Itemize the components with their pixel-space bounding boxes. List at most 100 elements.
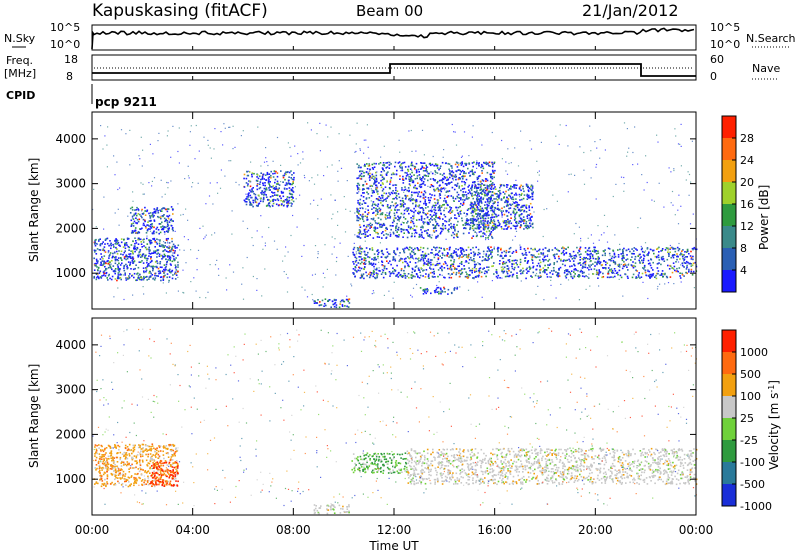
echo-cell [154,252,157,254]
echo-cell [337,224,339,226]
echo-cell [482,210,485,213]
echo-cell [265,194,267,196]
echo-cell [397,272,400,274]
echo-cell [450,208,452,210]
echo-cell [412,222,415,225]
echo-cell [379,174,382,176]
echo-cell [547,264,549,266]
echo-cell [542,258,544,261]
echo-cell [508,221,510,223]
echo-cell [657,256,660,259]
echo-cell [434,201,436,204]
echo-cell [366,213,369,216]
echo-cell [595,198,597,200]
echo-cell [584,260,586,263]
echo-cell [131,217,134,219]
echo-cell [334,301,337,304]
echo-cell [364,211,366,213]
echo-cell [442,204,444,206]
echo-cell [578,254,581,256]
echo-cell [338,306,341,309]
echo-cell [404,218,407,220]
echo-cell [435,216,437,219]
echo-cell [475,209,477,211]
echo-cell [381,252,384,255]
echo-cell [148,246,150,249]
echo-cell [398,209,400,211]
echo-cell [641,174,643,176]
echo-cell [420,162,422,164]
echo-cell [484,259,486,261]
echo-cell [422,207,424,210]
echo-cell [357,262,360,264]
echo-cell [404,203,406,205]
echo-cell [577,262,580,265]
echo-cell [669,247,672,249]
echo-cell [451,177,454,180]
echo-cell [547,260,549,262]
echo-cell [474,186,476,188]
echo-cell [412,198,414,200]
echo-cell [174,271,177,274]
echo-cell [464,191,467,193]
echo-cell [370,200,372,202]
echo-cell [158,272,160,275]
echo-cell [437,254,439,257]
echo-cell [411,164,414,167]
echo-cell [514,208,517,211]
echo-cell [142,239,144,241]
echo-cell [304,177,306,179]
echo-cell [491,221,494,224]
echo-cell [363,277,365,280]
echo-cell [399,175,401,177]
echo-cell [362,218,364,221]
echo-cell [614,275,616,278]
echo-cell [460,162,462,164]
echo-cell [662,255,664,258]
echo-cell [535,293,537,295]
echo-cell [462,195,465,198]
echo-cell [411,220,414,223]
echo-cell [406,195,409,197]
echo-cell [368,176,371,179]
nsky-tick-bottom: 10^0 [50,38,80,51]
echo-cell [473,278,475,280]
echo-cell [519,258,522,261]
echo-cell [466,209,469,211]
echo-cell [446,203,449,206]
echo-cell [618,278,620,280]
echo-cell [159,216,162,218]
echo-cell [367,205,369,207]
echo-cell [614,234,616,236]
echo-cell [478,274,480,277]
echo-cell [433,194,436,197]
echo-cell [439,273,441,276]
echo-cell [597,277,599,279]
echo-cell [568,271,570,273]
echo-cell [499,277,501,279]
echo-cell [599,139,601,141]
echo-cell [539,264,541,267]
echo-cell [485,259,488,261]
echo-cell [536,160,538,162]
echo-cell [332,213,334,215]
echo-cell [675,261,677,263]
echo-cell [461,169,464,172]
echo-cell [362,233,365,235]
echo-cell [430,196,432,199]
echo-cell [522,197,525,200]
echo-cell [269,200,272,202]
echo-cell [613,268,616,270]
echo-cell [513,194,516,196]
echo-cell [647,270,649,272]
echo-cell [596,263,598,266]
echo-cell [353,253,356,256]
echo-cell [140,276,142,278]
echo-cell [465,249,468,251]
echo-cell [277,189,279,192]
echo-cell [418,236,420,238]
echo-cell [417,261,419,263]
echo-cell [139,238,142,241]
echo-cell [500,266,503,269]
echo-cell [453,268,456,270]
